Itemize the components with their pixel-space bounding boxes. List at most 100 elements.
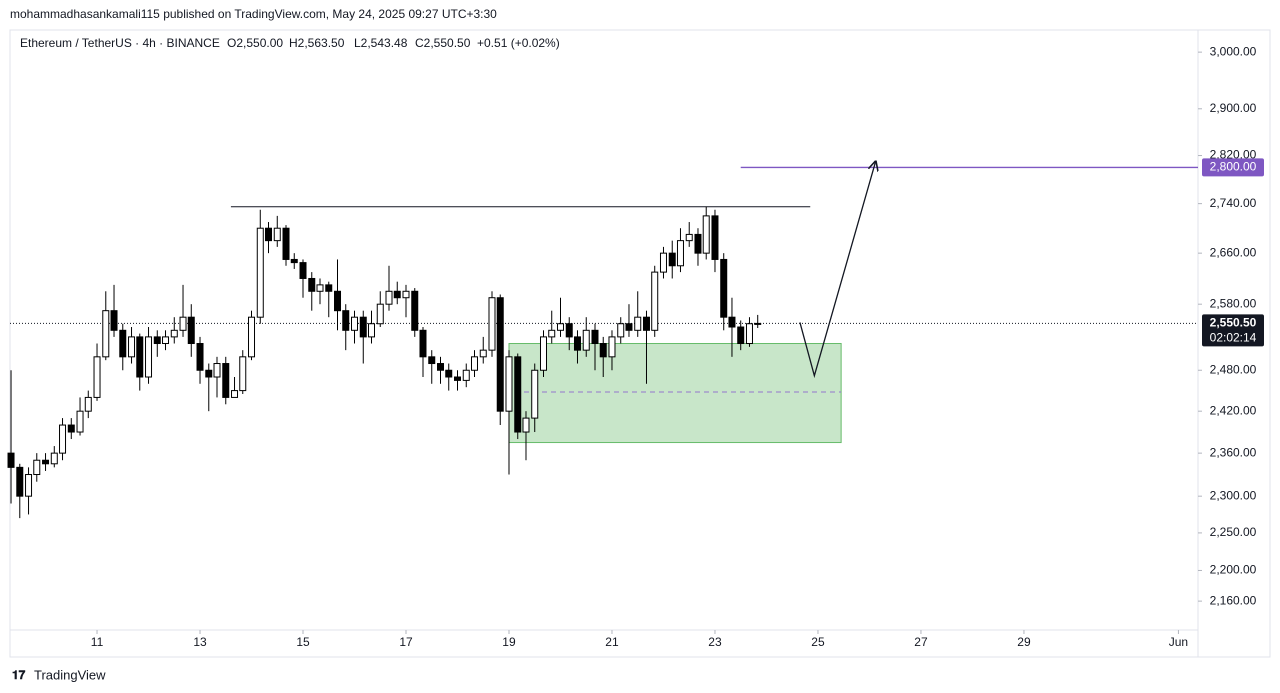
x-tick-label: 23 bbox=[708, 635, 722, 649]
symbol: Ethereum / TetherUS · 4h · BINANCE bbox=[20, 36, 220, 50]
last-price-box bbox=[1202, 314, 1264, 347]
candle-body bbox=[145, 336, 153, 378]
candle-body bbox=[685, 233, 693, 242]
candle-body bbox=[170, 329, 178, 338]
candle-body bbox=[239, 356, 247, 392]
x-tick-label: 15 bbox=[296, 635, 310, 649]
candle-body bbox=[367, 323, 375, 338]
candle-body bbox=[42, 459, 50, 465]
y-tick-label: 2,200.00 bbox=[1210, 563, 1257, 577]
y-tick-label: 2,580.00 bbox=[1210, 296, 1257, 310]
candle-body bbox=[556, 323, 564, 331]
candle-body bbox=[213, 363, 221, 378]
y-tick-label: 2,820.00 bbox=[1210, 148, 1257, 162]
target-label: 2,800.00 bbox=[1210, 160, 1257, 174]
candle-body bbox=[702, 215, 710, 254]
candle-body bbox=[351, 316, 359, 331]
x-tick-label: 29 bbox=[1017, 635, 1031, 649]
candle-body bbox=[531, 369, 539, 419]
candle-body bbox=[308, 277, 316, 292]
candle-body bbox=[385, 290, 393, 305]
candle-body bbox=[659, 252, 667, 273]
candle-body bbox=[608, 336, 616, 358]
x-tick-label: 21 bbox=[605, 635, 619, 649]
candle-body bbox=[737, 326, 745, 345]
candle-body bbox=[248, 316, 256, 358]
candle-body bbox=[625, 323, 633, 331]
demand-zone bbox=[508, 343, 842, 444]
candle-body bbox=[548, 329, 556, 338]
candle-body bbox=[59, 424, 67, 454]
target-label-box bbox=[1202, 158, 1264, 177]
ohlc-close: C2,550.50 bbox=[415, 36, 471, 50]
candle-body bbox=[282, 227, 290, 260]
frame bbox=[9, 29, 1271, 658]
candle-body bbox=[256, 227, 264, 318]
candle-body bbox=[16, 466, 24, 497]
candle-body bbox=[411, 290, 419, 331]
x-tick-label: 27 bbox=[914, 635, 928, 649]
candle-body bbox=[153, 336, 161, 345]
candle-body bbox=[273, 227, 281, 242]
candle-body bbox=[299, 262, 307, 279]
candle-body bbox=[402, 290, 410, 299]
published-line: mohammadhasankamali115 published on Trad… bbox=[10, 7, 497, 21]
countdown: 02:02:14 bbox=[1210, 331, 1257, 345]
candle-body bbox=[694, 233, 702, 254]
y-tick-label: 2,900.00 bbox=[1210, 101, 1257, 115]
candle-body bbox=[496, 297, 504, 412]
candle-body bbox=[222, 363, 230, 398]
projection-path bbox=[799, 161, 876, 379]
candle-body bbox=[745, 323, 753, 345]
x-tick-label: 25 bbox=[811, 635, 825, 649]
candle-body bbox=[265, 227, 273, 242]
last-price-label: 2,550.50 bbox=[1210, 316, 1257, 330]
candle-body bbox=[334, 290, 342, 312]
candle-body bbox=[231, 390, 239, 398]
ohlc-low: L2,543.48 bbox=[354, 36, 408, 50]
candle-body bbox=[599, 343, 607, 358]
y-tick-label: 2,250.00 bbox=[1210, 525, 1257, 539]
candle-body bbox=[325, 284, 333, 292]
candle-body bbox=[634, 316, 642, 331]
candle-body bbox=[359, 316, 367, 338]
candle-body bbox=[93, 356, 101, 398]
candle-body bbox=[187, 316, 195, 345]
candle-body bbox=[25, 474, 33, 497]
brand: TradingView bbox=[34, 667, 106, 682]
y-tick-label: 2,300.00 bbox=[1210, 488, 1257, 502]
candle-body bbox=[488, 297, 496, 351]
y-tick-label: 2,480.00 bbox=[1210, 362, 1257, 376]
candle-body bbox=[505, 356, 513, 412]
candle-body bbox=[102, 310, 110, 358]
candle-body bbox=[128, 336, 136, 358]
candle-body bbox=[565, 323, 573, 338]
y-tick-label: 2,660.00 bbox=[1210, 245, 1257, 259]
y-tick-label: 3,000.00 bbox=[1210, 44, 1257, 58]
candle-body bbox=[7, 452, 15, 468]
x-tick-label: 11 bbox=[91, 635, 104, 649]
y-tick-label: 2,740.00 bbox=[1210, 196, 1257, 210]
x-tick-label: 13 bbox=[193, 635, 207, 649]
candle-body bbox=[376, 303, 384, 325]
candle-body bbox=[539, 336, 547, 371]
candle-body bbox=[479, 349, 487, 358]
ohlc-change: +0.51 (+0.02%) bbox=[477, 36, 560, 50]
candle-body bbox=[316, 284, 324, 292]
candle-body bbox=[617, 323, 625, 338]
candle-body bbox=[67, 424, 75, 433]
candle-body bbox=[642, 316, 650, 331]
candle-body bbox=[205, 369, 213, 378]
candle-body bbox=[50, 452, 58, 465]
candle-body bbox=[196, 343, 204, 371]
candle-body bbox=[728, 316, 736, 328]
candle-body bbox=[676, 240, 684, 267]
candle-body bbox=[522, 417, 530, 433]
candle-body bbox=[119, 329, 127, 358]
candle-body bbox=[462, 369, 470, 381]
candle-body bbox=[591, 329, 599, 345]
y-tick-label: 2,160.00 bbox=[1210, 593, 1257, 607]
candle-body bbox=[179, 316, 187, 331]
candle-body bbox=[720, 258, 728, 318]
candle-body bbox=[582, 329, 590, 351]
